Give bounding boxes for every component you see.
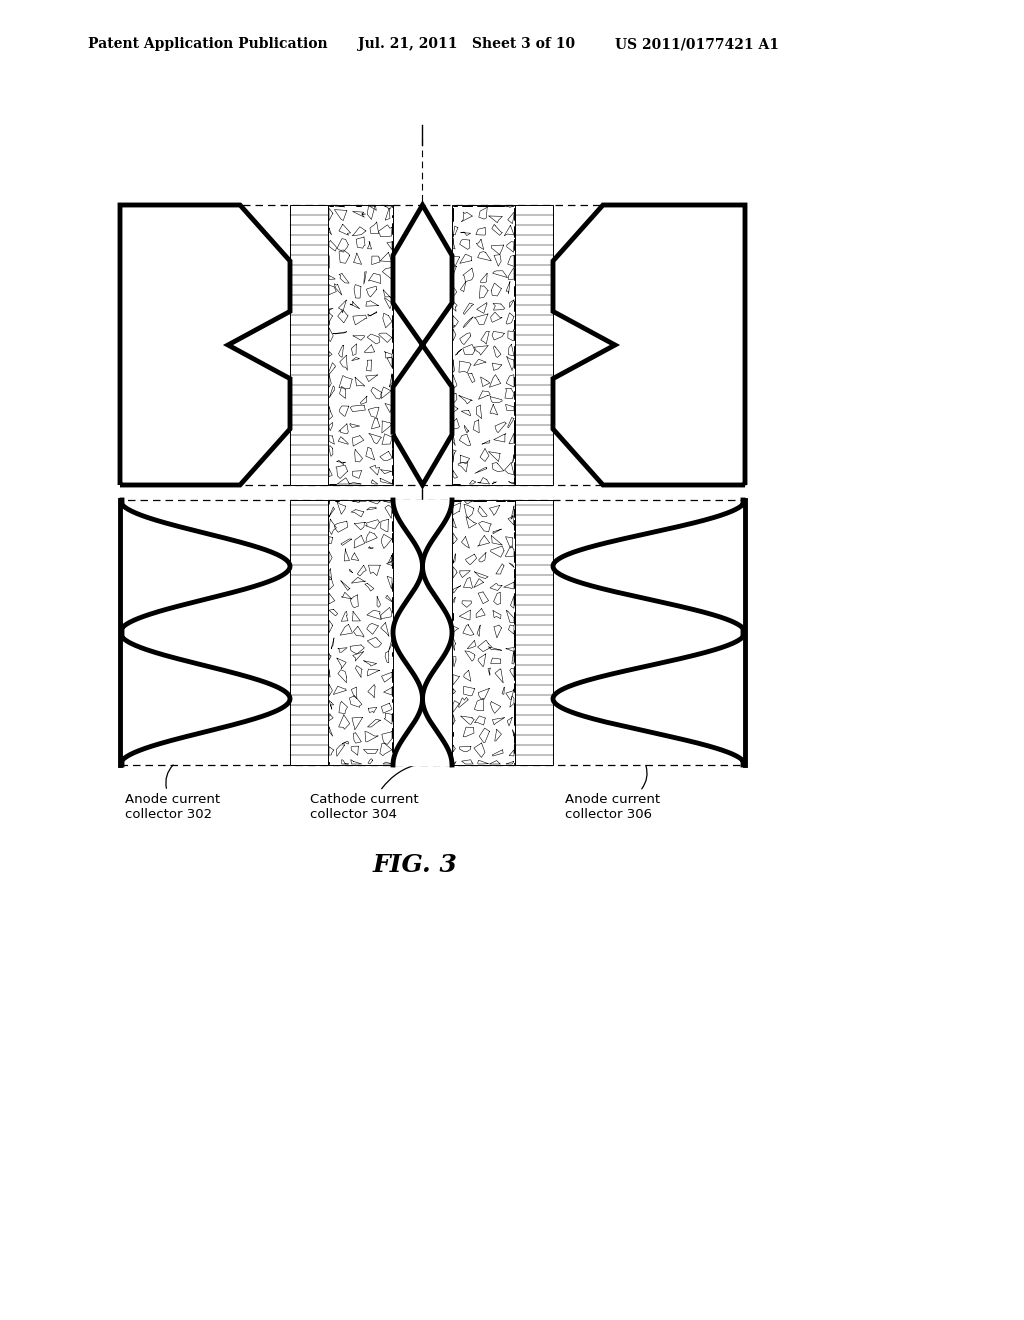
Text: FIG. 3: FIG. 3 [373,853,458,876]
Text: Patent Application Publication: Patent Application Publication [88,37,328,51]
Text: Anode current
collector 302: Anode current collector 302 [125,793,220,821]
Bar [515,500,553,766]
Bar [290,205,328,484]
Text: US 2011/0177421 A1: US 2011/0177421 A1 [615,37,779,51]
Bar [452,205,515,484]
Bar [328,205,393,484]
Bar [328,500,393,766]
Bar [120,205,745,484]
Bar [290,500,328,766]
Polygon shape [553,205,745,484]
Bar [515,205,553,484]
Bar [452,500,515,766]
Text: Anode current
collector 306: Anode current collector 306 [565,793,660,821]
Polygon shape [393,205,452,484]
Polygon shape [120,205,290,484]
Polygon shape [553,500,745,766]
Text: Sheet 3 of 10: Sheet 3 of 10 [472,37,575,51]
Text: Jul. 21, 2011: Jul. 21, 2011 [358,37,458,51]
Text: Cathode current
collector 304: Cathode current collector 304 [310,793,419,821]
Bar [120,500,745,766]
Polygon shape [120,500,290,766]
